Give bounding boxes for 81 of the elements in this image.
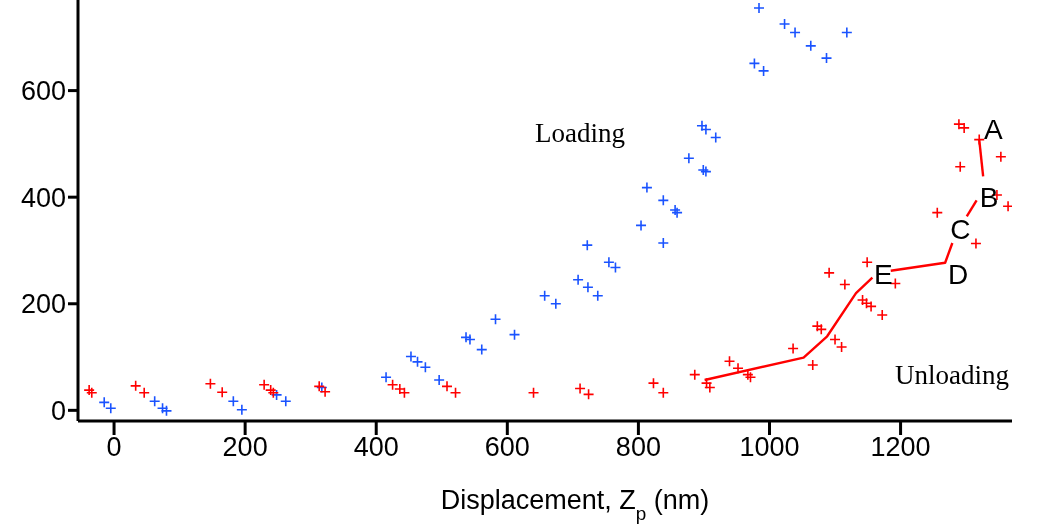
- point: [464, 333, 476, 346]
- point: [841, 26, 853, 39]
- point: [861, 256, 873, 268]
- point: [753, 2, 765, 14]
- point: [688, 368, 701, 381]
- x-tick-label: 400: [353, 432, 399, 463]
- point: [380, 371, 392, 384]
- y-tick-label: 600: [20, 76, 66, 107]
- point: [489, 313, 502, 326]
- point: [709, 131, 722, 144]
- point: [876, 309, 889, 321]
- point: [806, 359, 819, 371]
- y-tick-label: 200: [20, 289, 66, 320]
- point: [970, 237, 982, 250]
- point: [789, 26, 801, 39]
- point: [839, 278, 851, 291]
- point: [860, 297, 873, 310]
- point: [129, 380, 142, 392]
- y-tick-label: 0: [50, 395, 66, 426]
- annotation: A: [983, 114, 1003, 146]
- point: [815, 323, 828, 336]
- point: [635, 219, 647, 232]
- point: [931, 206, 944, 219]
- point: [748, 57, 761, 70]
- series-label: Loading: [535, 118, 625, 149]
- point: [757, 65, 770, 77]
- point: [778, 18, 791, 30]
- point: [704, 381, 716, 394]
- point: [787, 342, 799, 355]
- annotation: C: [950, 213, 971, 245]
- point: [954, 161, 967, 173]
- point: [696, 119, 708, 132]
- point: [582, 281, 594, 294]
- point: [732, 362, 744, 375]
- point: [574, 382, 586, 395]
- x-tick-label: 600: [484, 432, 530, 463]
- point: [581, 239, 594, 251]
- point: [550, 297, 562, 310]
- annotation: B: [979, 181, 999, 213]
- x-tick-label: 1200: [870, 432, 931, 463]
- point: [279, 395, 292, 408]
- point: [657, 237, 670, 249]
- point: [683, 152, 695, 165]
- annotation: E: [874, 259, 893, 291]
- x-tick-label: 200: [222, 432, 268, 463]
- point: [216, 386, 228, 399]
- point: [449, 386, 462, 399]
- point: [820, 52, 833, 64]
- point: [475, 343, 488, 356]
- x-tick-label: 1000: [739, 432, 800, 463]
- x-tick-label: 0: [106, 432, 122, 463]
- point: [160, 405, 173, 417]
- point: [973, 133, 986, 146]
- annotation: D: [948, 259, 969, 291]
- x-axis-title: Displacement, Z$_{p}$ (nm): [440, 485, 710, 524]
- point: [804, 40, 817, 52]
- point: [460, 331, 472, 344]
- point: [856, 294, 869, 306]
- point: [700, 123, 712, 136]
- point: [527, 386, 540, 399]
- series-label: Unloading: [895, 360, 1009, 391]
- point: [591, 289, 604, 302]
- point: [227, 395, 240, 408]
- point: [138, 386, 150, 399]
- point: [657, 194, 670, 207]
- point: [582, 388, 595, 401]
- point: [723, 355, 736, 368]
- point: [433, 374, 445, 386]
- point: [204, 377, 217, 390]
- point: [995, 150, 1007, 163]
- point: [647, 377, 660, 389]
- x-tick-label: 800: [615, 432, 661, 463]
- point: [538, 289, 551, 302]
- point: [236, 404, 248, 416]
- y-tick-label: 400: [20, 182, 66, 213]
- point: [823, 267, 835, 279]
- point: [572, 273, 584, 286]
- point: [641, 181, 653, 194]
- point: [441, 380, 453, 393]
- point: [657, 386, 670, 399]
- point: [508, 328, 521, 341]
